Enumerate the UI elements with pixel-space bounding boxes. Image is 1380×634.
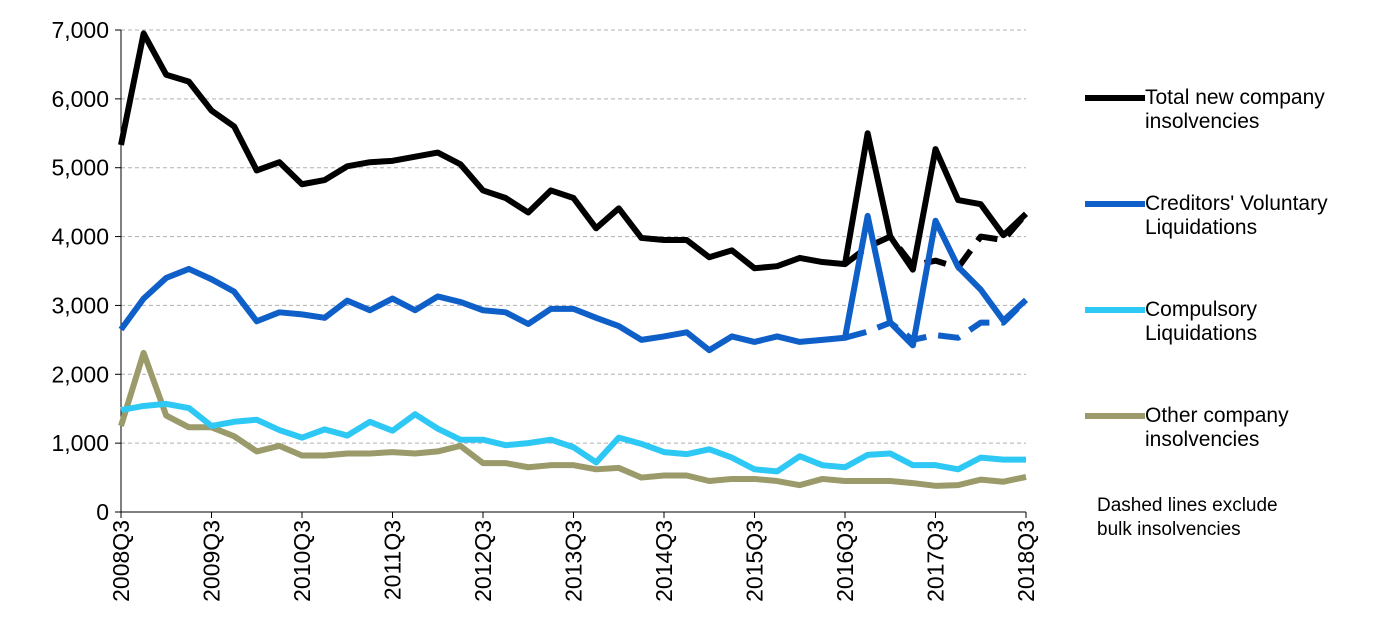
series-line bbox=[118, 30, 1029, 273]
series-line bbox=[120, 400, 1026, 475]
x-tick-label: 2012Q3 bbox=[470, 520, 496, 602]
y-tick-label: 4,000 bbox=[51, 224, 109, 250]
x-tick-label: 2016Q3 bbox=[832, 520, 858, 602]
x-tick-label: 2017Q3 bbox=[923, 520, 949, 602]
x-tick-label: 2013Q3 bbox=[561, 520, 587, 602]
x-tick-label: 2008Q3 bbox=[108, 520, 134, 602]
y-tick-label: 7,000 bbox=[51, 17, 109, 43]
series-line bbox=[118, 212, 1029, 354]
y-tick-label: 1,000 bbox=[51, 430, 109, 456]
y-tick-label: 5,000 bbox=[51, 155, 109, 181]
annotation: Dashed lines exclude bulk insolvencies bbox=[1097, 495, 1278, 540]
x-tick-label: 2010Q3 bbox=[289, 520, 315, 602]
series-line bbox=[118, 349, 1027, 489]
x-tick-label: 2014Q3 bbox=[651, 520, 677, 602]
y-tick-label: 2,000 bbox=[51, 361, 109, 387]
legend-label: Compulsory Liquidations bbox=[1145, 298, 1258, 345]
x-tick-label: 2011Q3 bbox=[380, 520, 406, 600]
y-tick-label: 3,000 bbox=[51, 292, 109, 318]
x-tick-label: 2015Q3 bbox=[742, 520, 768, 602]
legend-label: Creditors' Voluntary Liquidations bbox=[1145, 192, 1328, 239]
x-tick-label: 2018Q3 bbox=[1013, 520, 1039, 602]
legend-label: Other company insolvencies bbox=[1145, 404, 1289, 451]
y-tick-label: 0 bbox=[96, 499, 109, 525]
y-tick-label: 6,000 bbox=[51, 86, 109, 112]
legend-label: Total new company insolvencies bbox=[1145, 86, 1325, 133]
x-tick-label: 2009Q3 bbox=[199, 520, 225, 602]
